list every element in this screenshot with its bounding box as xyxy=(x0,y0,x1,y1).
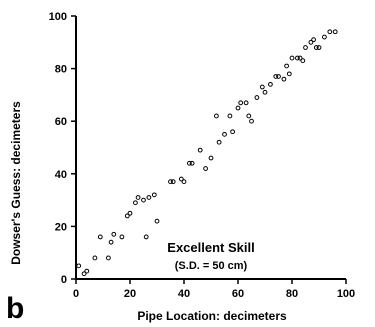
data-point xyxy=(243,100,249,106)
data-point xyxy=(97,234,103,240)
data-point xyxy=(208,155,214,161)
data-point xyxy=(222,131,227,137)
data-point xyxy=(281,76,287,82)
data-point xyxy=(111,231,117,237)
data-point xyxy=(81,271,87,277)
data-point xyxy=(151,192,157,198)
panel-label: b xyxy=(6,292,24,325)
data-point xyxy=(322,34,327,40)
y-tick-label: 0 xyxy=(61,274,67,286)
data-point xyxy=(308,39,314,45)
ticks: 0 20 40 60 80 100 0 20 40 60 80 100 xyxy=(49,11,356,300)
data-point xyxy=(127,210,133,216)
data-point xyxy=(141,197,146,203)
data-point xyxy=(76,263,82,269)
x-tick-label: 60 xyxy=(232,288,244,300)
data-point xyxy=(276,74,281,79)
data-point xyxy=(178,176,184,182)
data-point xyxy=(84,268,90,274)
data-point xyxy=(268,81,273,87)
x-tick-label: 20 xyxy=(124,288,136,300)
data-point xyxy=(197,147,203,153)
data-point xyxy=(133,200,138,206)
y-tick-label: 60 xyxy=(55,116,67,128)
data-point xyxy=(214,113,219,119)
data-point xyxy=(227,113,233,119)
data-point xyxy=(332,29,338,35)
data-point xyxy=(295,55,300,61)
x-tick-label: 0 xyxy=(73,288,79,300)
axes xyxy=(75,16,346,280)
data-point xyxy=(170,179,176,185)
x-axis-label: Pipe Location: decimeters xyxy=(137,309,287,323)
annotation-title: Excellent Skill xyxy=(167,240,254,255)
data-point xyxy=(181,179,187,185)
data-point xyxy=(316,45,322,50)
data-point xyxy=(189,160,195,166)
annotation-subtitle: (S.D. = 50 cm) xyxy=(175,260,248,272)
data-point xyxy=(106,255,111,261)
data-point xyxy=(300,58,306,64)
data-point xyxy=(289,55,295,61)
y-tick-label: 20 xyxy=(55,221,67,233)
data-point xyxy=(238,100,244,106)
data-point xyxy=(273,74,279,79)
data-point xyxy=(284,63,290,69)
data-point xyxy=(92,255,98,261)
y-tick-label: 100 xyxy=(49,11,67,23)
data-point xyxy=(262,89,268,95)
data-points xyxy=(76,29,338,277)
data-point xyxy=(216,139,222,145)
data-point xyxy=(313,45,319,50)
data-point xyxy=(143,234,149,240)
data-point xyxy=(154,218,160,224)
data-point xyxy=(124,213,130,219)
x-tick-label: 40 xyxy=(178,288,190,300)
data-point xyxy=(203,166,209,171)
data-point xyxy=(108,239,114,245)
y-tick-label: 40 xyxy=(55,169,67,181)
data-point xyxy=(259,84,265,90)
data-point xyxy=(311,37,317,43)
data-point xyxy=(135,195,141,200)
data-point xyxy=(187,160,192,166)
data-point xyxy=(286,71,292,77)
y-tick-label: 80 xyxy=(55,64,67,76)
data-point xyxy=(246,113,252,119)
data-point xyxy=(235,105,241,111)
data-point xyxy=(327,29,333,35)
data-point xyxy=(297,55,303,61)
data-point xyxy=(303,45,308,50)
data-point xyxy=(249,118,254,124)
data-point xyxy=(168,179,173,185)
data-point xyxy=(230,129,236,135)
x-tick-label: 80 xyxy=(286,288,298,300)
data-point xyxy=(254,95,260,100)
x-tick-label: 100 xyxy=(337,288,355,300)
data-point xyxy=(119,234,125,240)
y-axis-label: Dowser's Guess: decimeters xyxy=(9,101,23,265)
data-point xyxy=(146,195,152,200)
